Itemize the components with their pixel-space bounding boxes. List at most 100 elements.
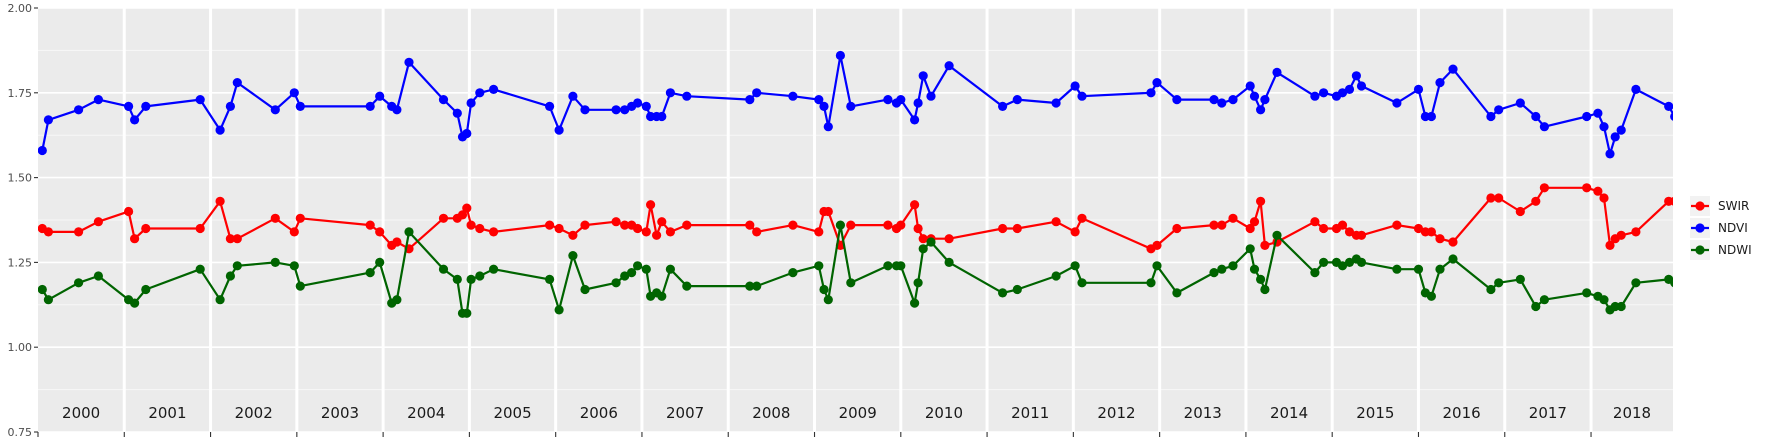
ndvi-point xyxy=(1077,91,1087,101)
swir-point xyxy=(74,227,84,237)
swir-point xyxy=(1209,220,1219,230)
swir-point xyxy=(43,227,54,237)
ndvi-point xyxy=(466,98,476,108)
ndwi-point xyxy=(74,278,84,288)
swir-point xyxy=(823,206,833,217)
swir-point xyxy=(896,220,906,230)
swir-point xyxy=(568,230,578,240)
ndwi-point xyxy=(1249,264,1260,274)
ndvi-point xyxy=(295,101,305,111)
ndvi-point xyxy=(38,145,47,156)
ndvi-point xyxy=(1582,111,1592,122)
ndvi-point xyxy=(438,95,449,105)
swir-point xyxy=(665,227,676,237)
ndvi-point xyxy=(1531,111,1541,122)
swir-point xyxy=(1051,217,1061,227)
legend-label-swir: SWIR xyxy=(1718,199,1749,213)
ndwi-point xyxy=(1356,257,1367,267)
ndvi-point xyxy=(554,125,564,135)
ndwi-point xyxy=(788,268,798,278)
ndwi-point xyxy=(1515,274,1525,284)
ndwi-point xyxy=(375,257,385,267)
legend-key-point xyxy=(1695,245,1705,255)
ndwi-point xyxy=(1260,284,1270,295)
ndvi-point xyxy=(1426,111,1436,122)
ndvi-point xyxy=(1435,78,1445,88)
year-label: 2017 xyxy=(1529,404,1567,422)
year-label: 2003 xyxy=(321,404,359,422)
ndvi-point xyxy=(1249,91,1260,101)
swir-point xyxy=(1670,197,1673,206)
year-label: 2018 xyxy=(1613,404,1651,422)
ndwi-point xyxy=(1494,278,1504,288)
swir-point xyxy=(141,223,151,234)
ndwi-point xyxy=(1337,261,1348,271)
swir-point xyxy=(846,220,856,230)
swir-point xyxy=(195,223,205,234)
ndvi-point xyxy=(141,101,151,111)
ndwi-point xyxy=(1539,295,1549,305)
ndwi-point xyxy=(1012,284,1022,295)
swir-point xyxy=(752,227,762,237)
swir-point xyxy=(944,234,954,244)
swir-point xyxy=(1245,223,1255,234)
year-label: 2014 xyxy=(1270,404,1308,422)
ndwi-point xyxy=(1228,261,1238,271)
ndvi-point xyxy=(1319,88,1329,98)
swir-point xyxy=(545,220,555,230)
swir-point xyxy=(1515,206,1525,217)
ndwi-point xyxy=(1209,268,1219,278)
ndvi-point xyxy=(93,95,103,105)
ndwi-point xyxy=(295,281,305,291)
ndvi-point xyxy=(215,125,225,135)
ndwi-point xyxy=(1272,230,1282,240)
swir-point xyxy=(1228,213,1238,223)
ndwi-point xyxy=(1426,291,1436,301)
swir-point xyxy=(1172,223,1182,234)
ndwi-point xyxy=(846,278,856,288)
ndvi-point xyxy=(1256,105,1266,115)
ndvi-point xyxy=(682,91,692,101)
year-labels: 2000 2001 2002 2003 2004 2005 2006 2007 2008 2009… xyxy=(62,404,1651,422)
ndvi-point xyxy=(580,105,590,115)
swir-point xyxy=(1599,193,1609,203)
ndwi-point xyxy=(289,261,299,271)
ndwi-point xyxy=(918,244,928,254)
ndvi-point xyxy=(452,108,462,118)
legend-key-ndwi xyxy=(1690,240,1710,260)
swir-point xyxy=(1593,186,1603,196)
year-label: 2008 xyxy=(752,404,790,422)
swir-point xyxy=(1217,220,1227,230)
swir-point xyxy=(652,230,662,240)
ndwi-point xyxy=(1217,264,1227,274)
ndwi-point xyxy=(1344,257,1355,267)
y-tick-label: 2.00 xyxy=(8,2,33,15)
ndwi-point xyxy=(1392,264,1402,274)
swir-point xyxy=(788,220,798,230)
ndwi-point xyxy=(641,264,651,274)
swir-point xyxy=(1631,227,1641,237)
ndvi-point xyxy=(375,91,385,101)
swir-point xyxy=(93,217,103,227)
swir-point xyxy=(489,227,499,237)
year-label: 2002 xyxy=(235,404,273,422)
swir-point xyxy=(438,213,449,223)
ndvi-point xyxy=(232,78,242,88)
year-label: 2015 xyxy=(1356,404,1394,422)
ndwi-point xyxy=(944,257,954,267)
ndwi-point xyxy=(620,271,630,281)
ndvi-point xyxy=(1593,108,1603,118)
swir-point xyxy=(580,220,590,230)
ndvi-point xyxy=(896,95,906,105)
swir-point xyxy=(462,203,472,213)
ndvi-point xyxy=(1515,98,1525,108)
ndvi-point xyxy=(489,84,499,94)
swir-point xyxy=(883,220,893,230)
swir-point xyxy=(1539,183,1549,193)
ndvi-point xyxy=(475,88,485,98)
ndvi-point xyxy=(404,57,414,67)
swir-point xyxy=(1616,230,1626,240)
ndwi-point xyxy=(1531,301,1541,312)
ndvi-point xyxy=(823,122,833,132)
